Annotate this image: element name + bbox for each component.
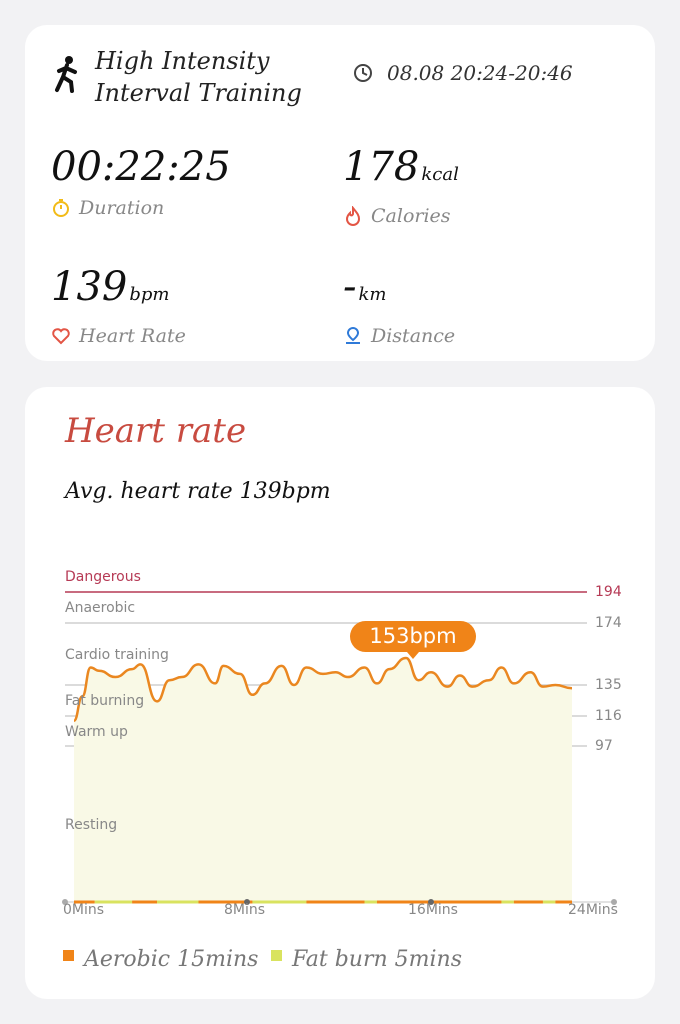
distance-metric: - km Distance [343,265,455,347]
threshold-tick: 174 [595,615,622,631]
flame-icon [345,206,361,226]
zone-label-fat-burning: Fat burning [65,693,145,709]
heart-rate-chart [62,591,617,905]
duration-value: 00:22:25 [51,144,231,190]
heart-rate-line [72,656,573,722]
workout-title: High Intensity Interval Training [95,47,302,107]
x-axis-marker [62,899,68,905]
threshold-tick: 135 [595,677,622,693]
stopwatch-icon [53,199,69,217]
heart-rate-label: Heart Rate [79,325,186,347]
heart-rate-metric: 139 bpm Heart Rate [51,265,186,347]
workout-time-range: 08.08 20:24-20:46 [353,61,573,85]
calories-metric: 178 kcal Calories [343,145,459,227]
x-axis-tick: 16Mins [408,902,458,918]
zone-label-resting: Resting [65,817,118,833]
average-heart-rate: Avg. heart rate 139bpm [65,479,331,504]
aerobic-swatch [63,950,74,961]
heart-rate-title: Heart rate [65,411,247,451]
zone-label-warm-up: Warm up [65,724,128,740]
x-axis-marker [611,899,617,905]
fat-burn-swatch [271,950,282,961]
threshold-tick: 194 [595,584,622,600]
heart-rate-value: 139 [51,264,128,310]
legend-item-fat-burn: Fat burn 5mins [271,947,462,972]
heart-rate-unit: bpm [129,284,170,305]
distance-label: Distance [371,325,456,347]
heart-rate-area [74,657,572,902]
threshold-tick: 97 [595,738,613,754]
heart-rate-card: Heart rate Avg. heart rate 139bpm Danger… [25,387,655,999]
duration-label: Duration [79,197,165,219]
legend-label-aerobic: Aerobic 15mins [84,947,259,972]
x-axis-marker [244,899,250,905]
location-pin-icon [346,326,360,344]
running-icon [55,56,77,93]
x-axis-tick: 24Mins [568,902,618,918]
legend-label-fat-burn: Fat burn 5mins [292,947,463,972]
distance-value: - [343,264,357,310]
zone-label-anaerobic: Anaerobic [65,600,136,616]
calories-value: 178 [343,144,420,190]
x-axis-tick: 8Mins [224,902,266,918]
distance-unit: km [358,284,387,305]
heart-icon [52,328,70,345]
x-axis-tick: 0Mins [63,902,105,918]
peak-heart-rate-tooltip: 153bpm [350,621,476,659]
legend-item-aerobic: Aerobic 15mins [63,947,258,972]
threshold-tick: 116 [595,708,622,724]
calories-label: Calories [371,205,451,227]
workout-summary-card: High Intensity Interval Training 08.08 2… [25,25,655,361]
x-axis-marker [428,899,434,905]
time-range-text: 08.08 20:24-20:46 [387,61,573,85]
duration-metric: 00:22:25 Duration [51,145,231,219]
clock-icon [354,64,372,82]
zone-label-dangerous: Dangerous [65,569,141,585]
calories-unit: kcal [421,164,459,185]
zone-label-cardio-training: Cardio training [65,647,169,663]
